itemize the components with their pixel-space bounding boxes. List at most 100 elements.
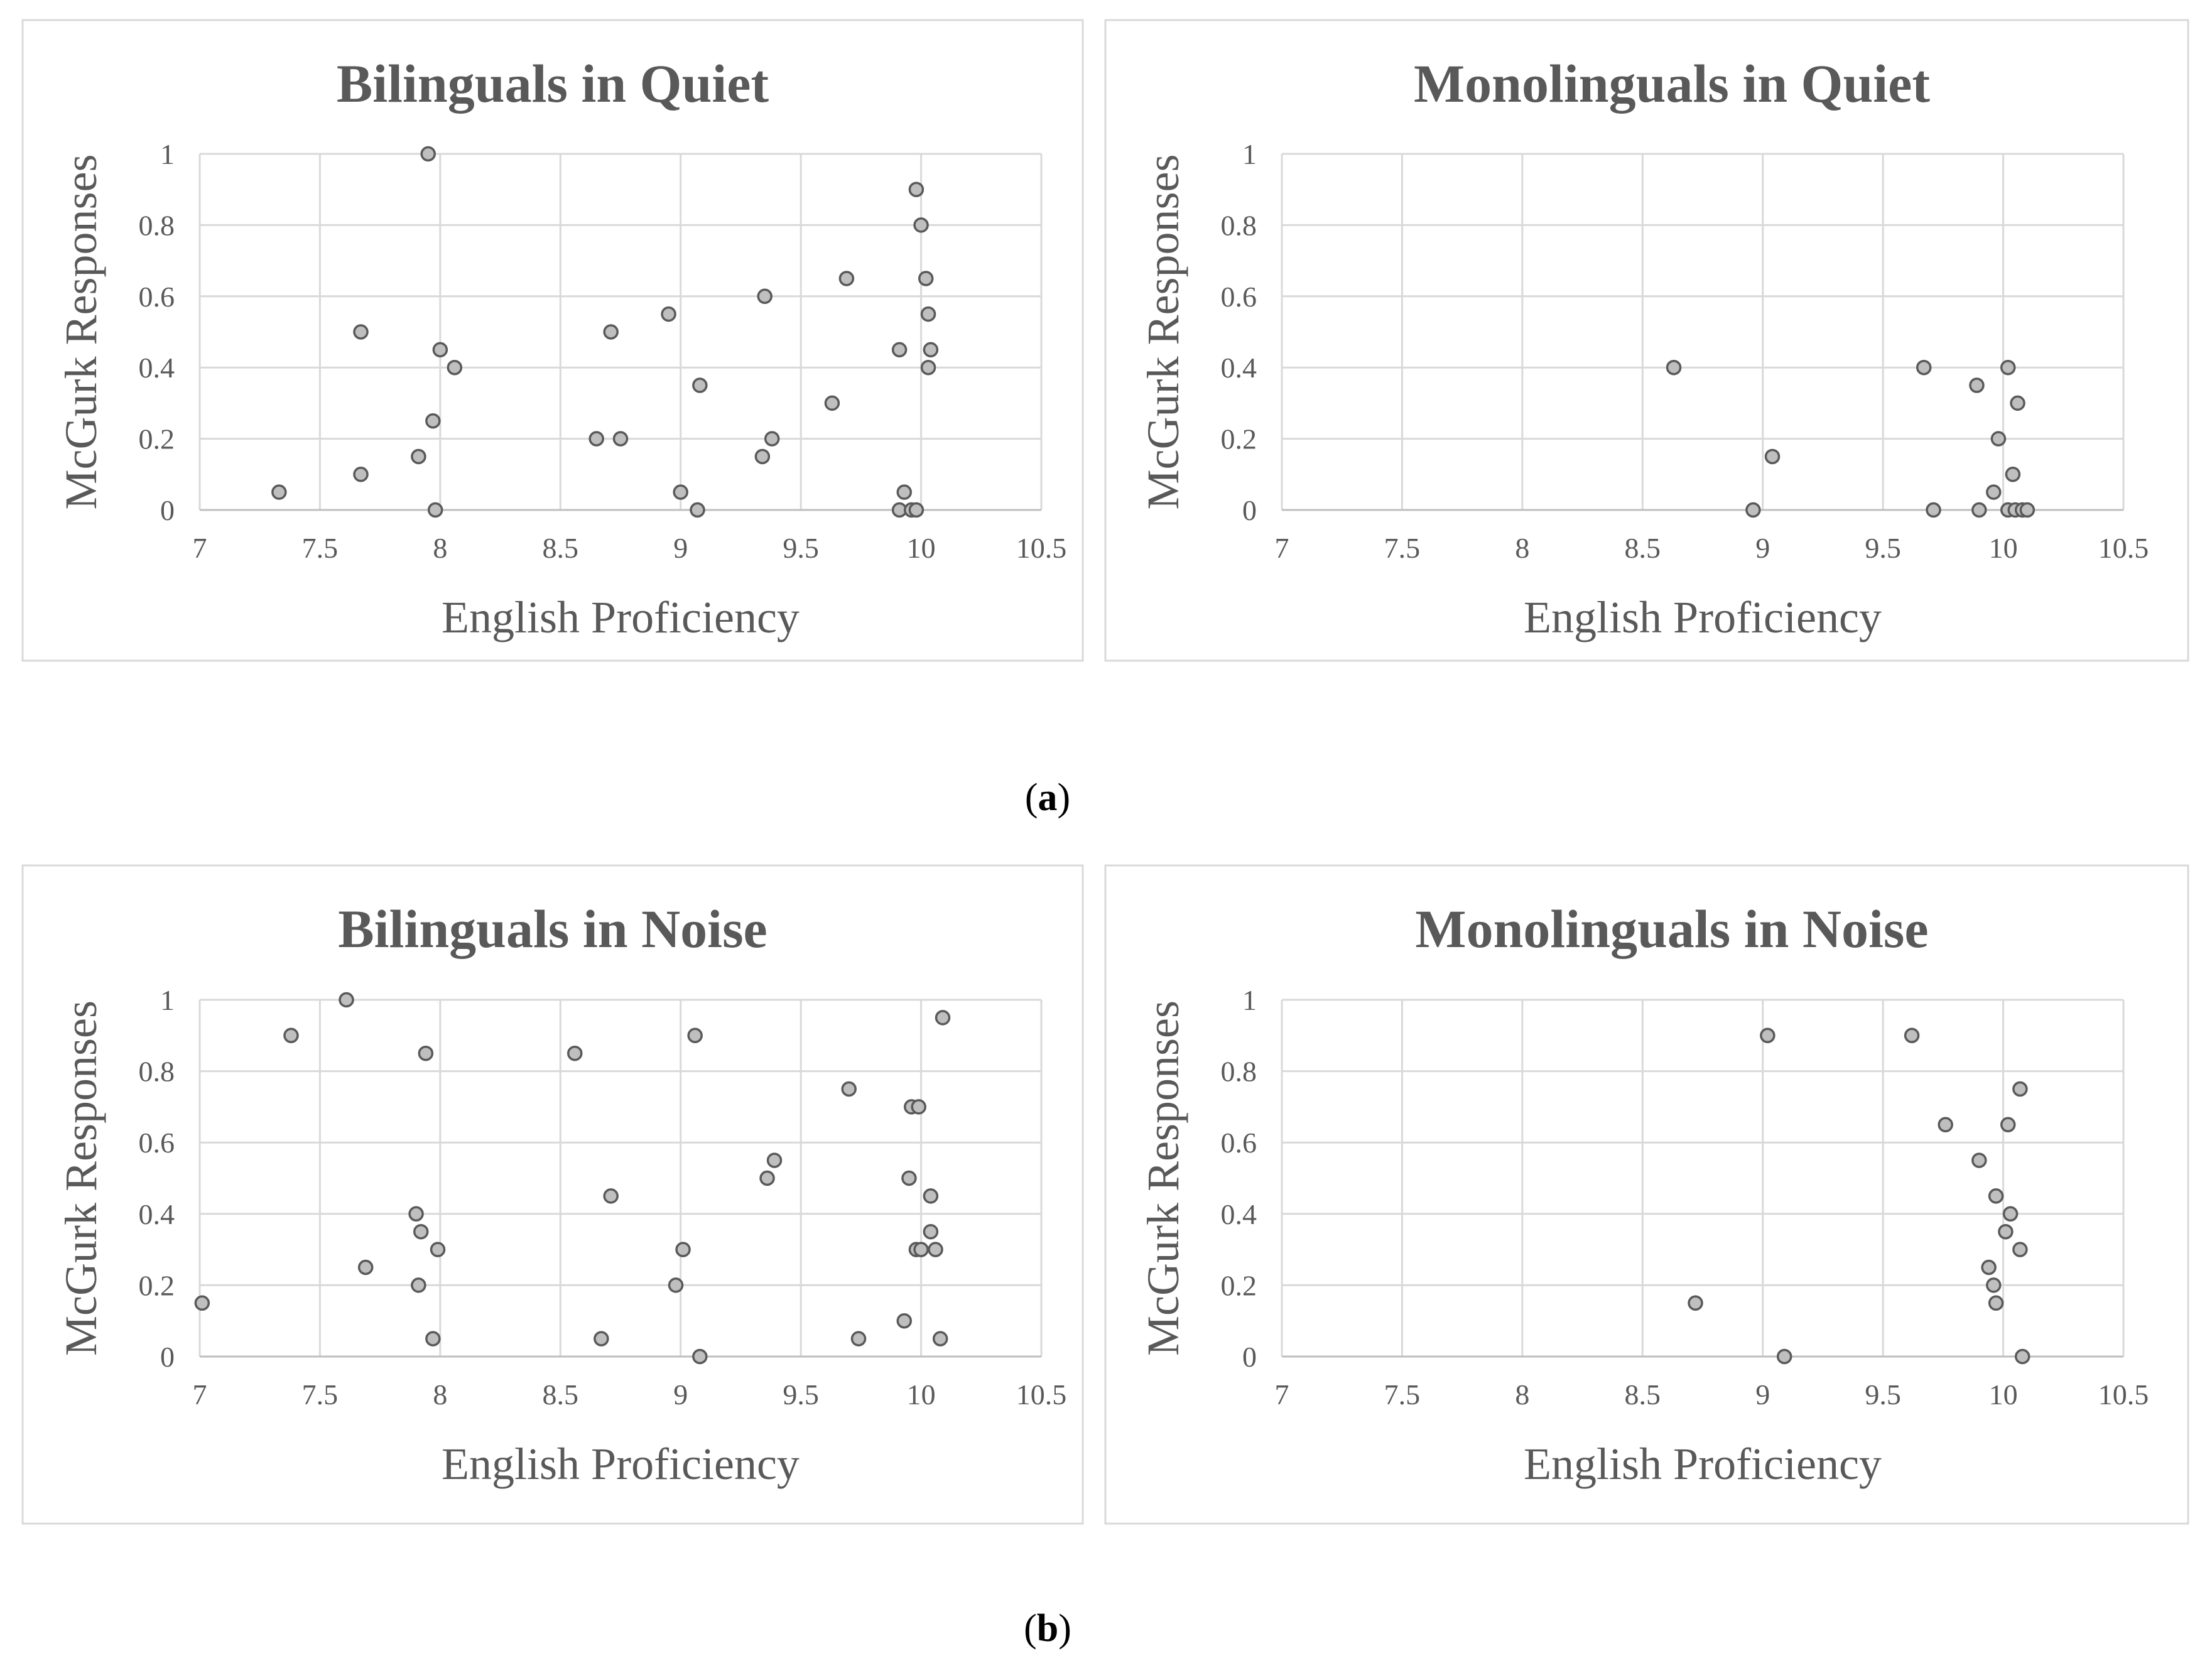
x-tick-label: 9.5 bbox=[783, 532, 819, 564]
x-tick-label: 10 bbox=[1989, 532, 2018, 564]
y-tick-label: 0.6 bbox=[1221, 281, 1257, 313]
data-point bbox=[447, 359, 463, 376]
data-point bbox=[1688, 1295, 1703, 1311]
data-point bbox=[353, 324, 369, 340]
data-point bbox=[1764, 448, 1781, 465]
y-tick-label: 0.6 bbox=[1221, 1127, 1257, 1159]
x-tick-label: 7.5 bbox=[302, 532, 339, 564]
data-point bbox=[896, 1313, 913, 1329]
plot-area bbox=[200, 154, 1041, 510]
data-point bbox=[1776, 1348, 1792, 1365]
caption-a: (a) bbox=[1025, 776, 1070, 819]
data-point bbox=[588, 431, 604, 447]
x-tick-label: 10.5 bbox=[2098, 532, 2149, 564]
y-tick-label: 0.2 bbox=[139, 423, 175, 455]
data-point bbox=[759, 1170, 775, 1186]
data-point bbox=[913, 217, 929, 233]
x-axis-title: English Proficiency bbox=[442, 592, 800, 642]
data-point bbox=[908, 182, 924, 197]
data-point bbox=[2000, 359, 2016, 376]
data-point bbox=[603, 1188, 619, 1204]
data-point bbox=[928, 1242, 943, 1257]
y-tick-label: 0.2 bbox=[139, 1269, 175, 1301]
data-point bbox=[757, 288, 773, 305]
x-tick-label: 9 bbox=[1755, 532, 1770, 564]
chart-monolinguals-quiet: 7 7.5 8 8.5 9 9.5 10 10.5 0 0.2 0.4 0.6 0.8 1 Monoling… bbox=[1104, 19, 2189, 662]
data-point bbox=[908, 502, 924, 518]
chart-bilinguals-quiet: 7 7.5 8 8.5 9 9.5 10 10.5 0 0.2 0.4 0.6 0.8 1 Bilingua… bbox=[21, 19, 1084, 662]
x-tick-label: 9.5 bbox=[1865, 532, 1901, 564]
data-point bbox=[918, 271, 934, 286]
y-tick-label: 0.4 bbox=[1221, 352, 1257, 384]
data-point bbox=[901, 1170, 917, 1186]
caption-b-letter: b bbox=[1037, 1607, 1058, 1650]
data-point bbox=[920, 306, 936, 322]
x-axis-title: English Proficiency bbox=[1524, 592, 1882, 642]
data-point bbox=[425, 1331, 441, 1346]
data-point bbox=[1988, 1295, 2004, 1311]
data-point bbox=[824, 395, 840, 411]
x-tick-label: 10 bbox=[907, 1379, 936, 1411]
x-tick-label: 7 bbox=[193, 532, 207, 564]
data-point bbox=[420, 146, 436, 162]
x-tick-label: 8 bbox=[433, 1379, 447, 1411]
data-point bbox=[687, 1027, 703, 1044]
y-tick-label: 0 bbox=[160, 1341, 175, 1373]
y-axis-title: McGurk Responses bbox=[56, 154, 106, 510]
data-point bbox=[271, 484, 287, 500]
x-tick-label: 10.5 bbox=[1016, 1379, 1067, 1411]
data-point bbox=[1904, 1027, 1920, 1044]
y-tick-label: 1 bbox=[1242, 984, 1257, 1016]
data-point bbox=[283, 1027, 299, 1044]
data-point bbox=[891, 342, 908, 358]
data-point bbox=[1916, 359, 1932, 376]
plot-area bbox=[1282, 1000, 2123, 1357]
x-axis-title: English Proficiency bbox=[1524, 1439, 1882, 1489]
chart-bilinguals-noise: 7 7.5 8 8.5 9 9.5 10 10.5 0 0.2 0.4 0.6 0.8 1 Bilingua… bbox=[21, 864, 1084, 1525]
data-point bbox=[754, 448, 771, 465]
panel-frame bbox=[21, 19, 1084, 662]
x-tick-label: 8 bbox=[1515, 532, 1529, 564]
data-point bbox=[2012, 1081, 2028, 1097]
chart-title: Monolinguals in Noise bbox=[1415, 899, 1928, 959]
data-point bbox=[690, 502, 705, 518]
data-point bbox=[603, 324, 619, 340]
y-tick-label: 0.2 bbox=[1221, 423, 1257, 455]
charts-layer: 7 7.5 8 8.5 9 9.5 10 10.500.20.40.60.81Bilingua… bbox=[21, 19, 2189, 1525]
caption-b: (b) bbox=[1024, 1607, 1071, 1650]
data-point bbox=[896, 484, 913, 500]
data-point bbox=[2002, 1206, 2019, 1222]
data-point bbox=[594, 1331, 609, 1346]
data-point bbox=[612, 431, 629, 447]
y-tick-label: 0.8 bbox=[139, 1056, 175, 1088]
x-tick-label: 7 bbox=[1275, 1379, 1289, 1411]
x-tick-label: 7.5 bbox=[1384, 532, 1421, 564]
data-point bbox=[1760, 1027, 1776, 1044]
x-tick-label: 8 bbox=[1515, 1379, 1529, 1411]
y-tick-label: 0 bbox=[1242, 1341, 1257, 1373]
y-axis-title: McGurk Responses bbox=[1138, 1000, 1188, 1356]
data-point bbox=[194, 1295, 210, 1311]
data-point bbox=[1986, 484, 2002, 500]
data-point bbox=[1926, 502, 1941, 518]
data-point bbox=[2005, 467, 2021, 482]
x-tick-label: 9 bbox=[673, 532, 688, 564]
x-tick-label: 9.5 bbox=[783, 1379, 819, 1411]
panel-frame bbox=[21, 864, 1084, 1525]
data-point bbox=[838, 271, 855, 286]
x-tick-label: 8.5 bbox=[1625, 532, 1661, 564]
data-point bbox=[661, 306, 676, 322]
data-point bbox=[1988, 1188, 2004, 1204]
data-point bbox=[2012, 1242, 2028, 1257]
data-point bbox=[1986, 1277, 2002, 1293]
panel-frame bbox=[1104, 864, 2189, 1525]
x-tick-label: 8.5 bbox=[543, 1379, 579, 1411]
y-tick-label: 0 bbox=[1242, 494, 1257, 526]
data-point bbox=[432, 342, 448, 358]
y-axis-title: McGurk Responses bbox=[56, 1000, 106, 1356]
data-point bbox=[668, 1277, 684, 1293]
data-point bbox=[913, 1242, 929, 1257]
x-tick-label: 10.5 bbox=[1016, 532, 1067, 564]
data-point bbox=[567, 1045, 583, 1061]
